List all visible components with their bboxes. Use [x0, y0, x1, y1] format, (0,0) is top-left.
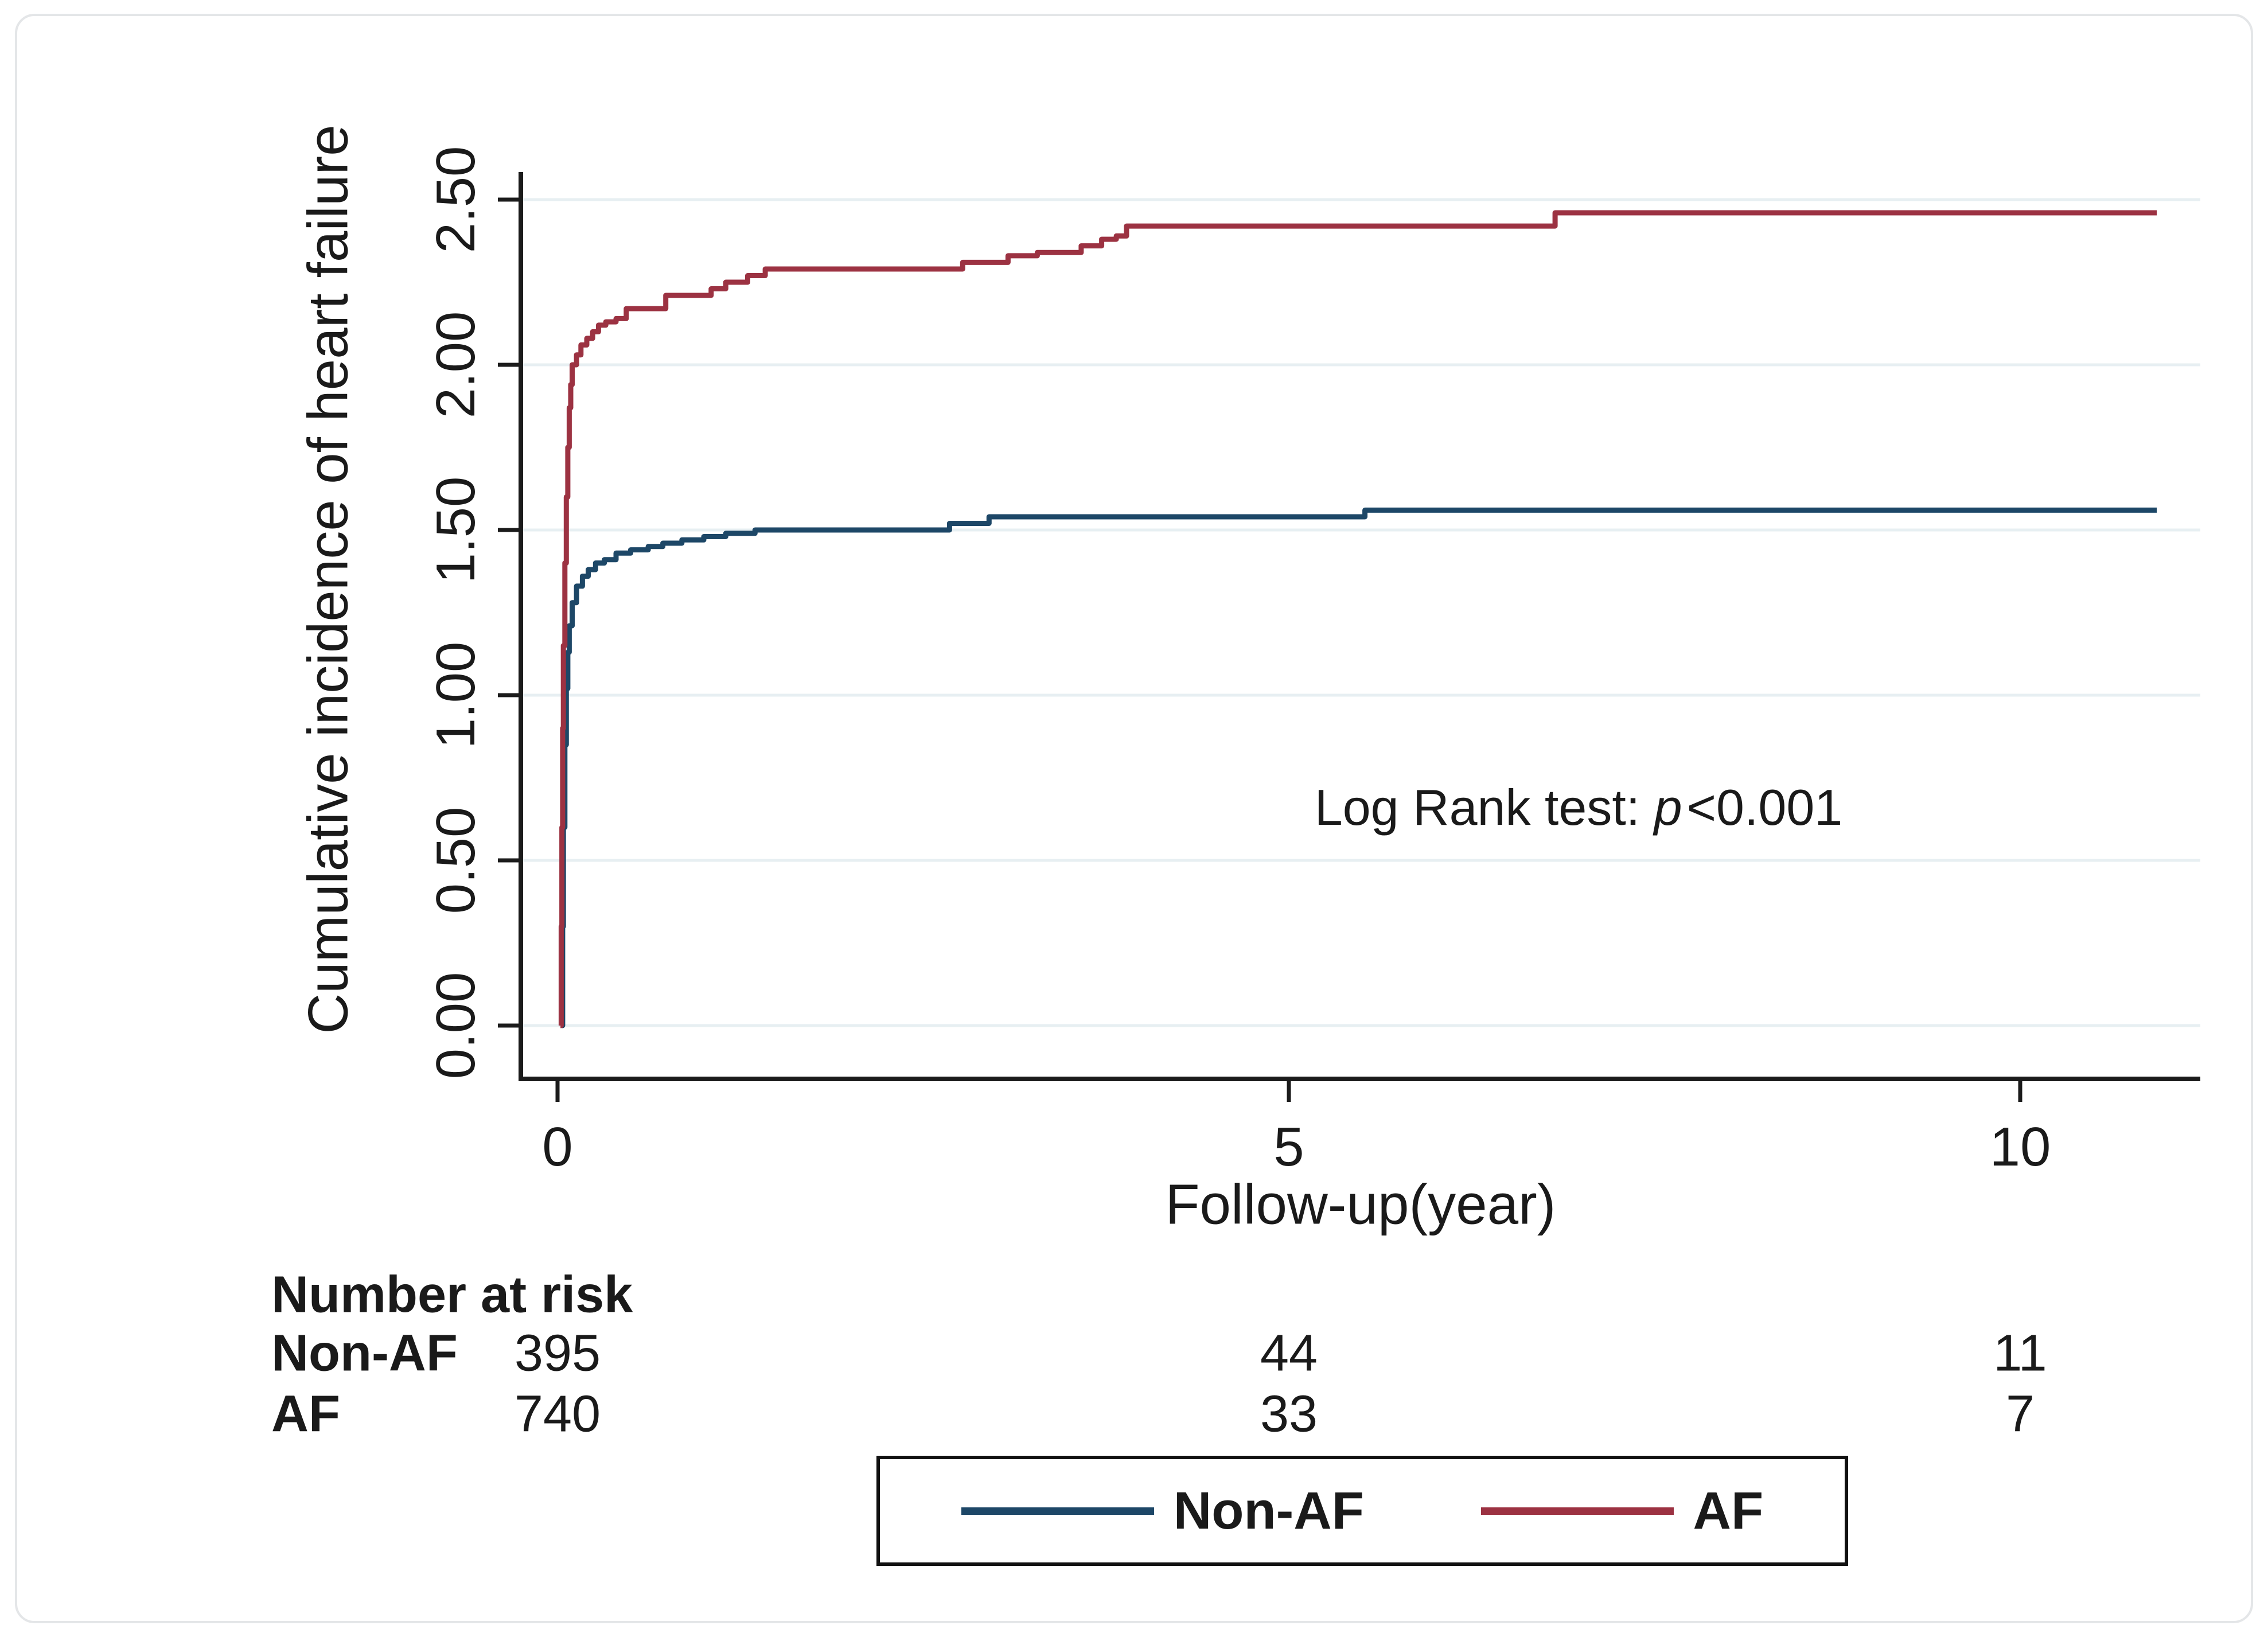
legend-label-af: AF: [1693, 1481, 1764, 1540]
axes: [498, 172, 2200, 1102]
x-tick-label: 0: [542, 1116, 573, 1178]
series-line-non-af: [560, 507, 2157, 1028]
legend-item-non-af: Non-AF: [961, 1481, 1364, 1541]
y-tick-label: 0.00: [425, 972, 486, 1079]
risk-row-label: AF: [271, 1385, 340, 1443]
annotation-prefix: Log Rank test:: [1314, 779, 1640, 836]
legend-item-af: AF: [1480, 1481, 1764, 1541]
x-tick-label: 10: [1989, 1116, 2051, 1178]
af-line-swatch: [1480, 1507, 1674, 1515]
legend-label-non-af: Non-AF: [1173, 1481, 1364, 1540]
y-tick-label: 0.50: [425, 806, 486, 914]
x-tick-label: 5: [1273, 1116, 1304, 1178]
y-tick-label: 1.00: [425, 641, 486, 749]
y-tick-label: 1.50: [425, 476, 486, 584]
risk-value: 395: [514, 1324, 601, 1382]
risk-value: 7: [2005, 1385, 2035, 1443]
annotation-p-value: <0.001: [1686, 779, 1843, 836]
log-rank-annotation: Log Rank test: p<0.001: [1315, 778, 1842, 837]
gridlines: [521, 198, 2200, 1027]
y-tick-label: 2.00: [425, 311, 486, 419]
risk-value: 44: [1260, 1324, 1318, 1382]
x-axis-title: Follow-up(year): [1165, 1172, 1556, 1236]
risk-value: 33: [1260, 1385, 1318, 1443]
series-line-af: [558, 210, 2157, 1028]
annotation-p-symbol: p: [1654, 779, 1682, 836]
risk-table-title: Number at risk: [271, 1266, 633, 1324]
risk-row-label: Non-AF: [271, 1324, 458, 1382]
non-af-line-swatch: [961, 1507, 1154, 1515]
risk-value: 11: [1993, 1324, 2047, 1382]
y-axis-title: Cumulative incidence of heart failure: [296, 124, 360, 1034]
risk-value: 740: [514, 1385, 601, 1443]
step-curves: [558, 210, 2157, 1028]
y-tick-label: 2.50: [425, 146, 486, 254]
legend: Non-AF AF: [876, 1456, 1848, 1566]
